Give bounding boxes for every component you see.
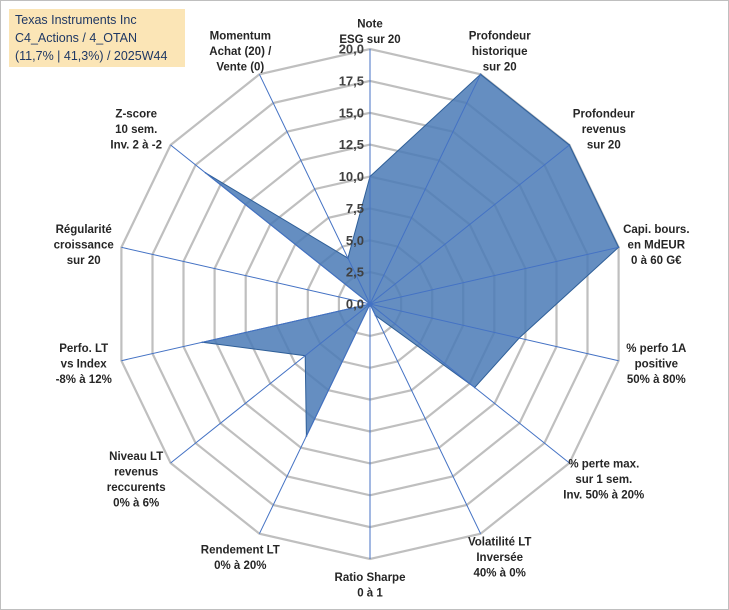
axis-spoke-13 bbox=[258, 74, 371, 305]
axis-label-8-line-1: 0% à 20% bbox=[214, 560, 266, 572]
axis-label-13: Momentum Achat (20) / Vente (0) bbox=[209, 30, 272, 73]
axis-label-10-line-1: vs Index bbox=[61, 358, 108, 370]
axis-label-4-line-1: positive bbox=[635, 358, 678, 370]
axis-spoke-11 bbox=[121, 246, 371, 305]
axis-spoke-3 bbox=[369, 246, 619, 305]
axis-spoke-8 bbox=[258, 303, 371, 534]
axis-label-5: % perte max. sur 1 sem. Inv. 50% à 20% bbox=[563, 459, 644, 502]
chart-title-box: Texas Instruments Inc C4_Actions / 4_OTA… bbox=[9, 9, 185, 67]
axis-label-9: Niveau LT revenus reccurents 0% à 6% bbox=[107, 451, 166, 510]
axis-label-3-line-0: Capi. bours. bbox=[623, 224, 689, 236]
title-line-stats: (11,7% | 41,3%) / 2025W44 bbox=[15, 49, 168, 63]
axis-label-2-line-2: sur 20 bbox=[587, 139, 621, 151]
tick-label-1: 2,5 bbox=[346, 265, 364, 280]
axis-label-5-line-0: % perte max. bbox=[568, 459, 639, 471]
radar-series bbox=[201, 73, 620, 437]
series-area-0 bbox=[202, 73, 620, 437]
axis-label-12: Z-score 10 sem. Inv. 2 à -2 bbox=[110, 108, 162, 151]
axis-label-10-line-2: -8% à 12% bbox=[56, 374, 112, 386]
axis-label-6-line-0: Volatilité LT bbox=[468, 537, 531, 549]
axis-label-1-line-0: Profondeur bbox=[469, 30, 531, 42]
axis-label-2: Profondeur revenus sur 20 bbox=[573, 108, 635, 151]
axis-label-3-line-2: 0 à 60 G€ bbox=[631, 255, 682, 267]
tick-label-8: 20,0 bbox=[339, 42, 364, 57]
axis-label-6: Volatilité LT Inversée 40% à 0% bbox=[468, 537, 531, 580]
axis-label-8-line-0: Rendement LT bbox=[201, 544, 280, 556]
radar-ticks: 0,0 2,5 5,0 7,5 10,0 12,5 15,0 17,5 20,0 bbox=[339, 42, 364, 312]
axis-label-4: % perfo 1A positive 50% à 80% bbox=[626, 343, 686, 386]
tick-label-0: 0,0 bbox=[346, 297, 364, 312]
axis-spoke-12 bbox=[170, 144, 371, 305]
axis-label-11-line-0: Régularité bbox=[56, 224, 112, 236]
axis-label-7-line-0: Ratio Sharpe bbox=[335, 572, 406, 584]
tick-label-3: 7,5 bbox=[346, 201, 364, 216]
title-line-company: Texas Instruments Inc bbox=[15, 13, 137, 27]
radar-axis-labels: Note ESG sur 20 Profondeur historique sur 20… bbox=[54, 19, 690, 600]
tick-label-4: 10,0 bbox=[339, 169, 364, 184]
axis-label-11-line-2: sur 20 bbox=[67, 255, 101, 267]
axis-spoke-4 bbox=[369, 303, 619, 362]
title-line-category: C4_Actions / 4_OTAN bbox=[15, 31, 138, 45]
axis-label-6-line-2: 40% à 0% bbox=[473, 568, 525, 580]
axis-label-7-line-1: 0 à 1 bbox=[357, 588, 383, 600]
axis-label-2-line-1: revenus bbox=[582, 124, 626, 136]
axis-label-12-line-2: Inv. 2 à -2 bbox=[110, 139, 162, 151]
axis-label-4-line-0: % perfo 1A bbox=[626, 343, 686, 355]
axis-spoke-1 bbox=[369, 74, 482, 305]
axis-label-1-line-1: historique bbox=[472, 46, 528, 58]
axis-spoke-10 bbox=[121, 303, 371, 362]
axis-label-7: Ratio Sharpe 0 à 1 bbox=[335, 572, 406, 600]
tick-label-5: 12,5 bbox=[339, 137, 364, 152]
axis-label-12-line-0: Z-score bbox=[115, 108, 157, 120]
axis-label-9-line-1: revenus bbox=[114, 467, 158, 479]
axis-label-5-line-2: Inv. 50% à 20% bbox=[563, 490, 644, 502]
axis-label-3: Capi. bours. en MdEUR 0 à 60 G€ bbox=[623, 224, 689, 267]
axis-label-11: Régularité croissance sur 20 bbox=[54, 224, 114, 267]
axis-spoke-9 bbox=[170, 303, 371, 464]
axis-spoke-5 bbox=[369, 303, 570, 464]
axis-label-9-line-3: 0% à 6% bbox=[113, 498, 159, 510]
axis-label-13-line-1: Achat (20) / bbox=[209, 46, 272, 58]
axis-spoke-2 bbox=[369, 144, 570, 305]
axis-label-8: Rendement LT 0% à 20% bbox=[201, 544, 280, 572]
radar-axes bbox=[121, 49, 619, 559]
axis-label-1: Profondeur historique sur 20 bbox=[469, 30, 531, 73]
axis-label-12-line-1: 10 sem. bbox=[115, 124, 157, 136]
axis-label-10: Perfo. LT vs Index -8% à 12% bbox=[56, 343, 112, 386]
axis-label-1-line-2: sur 20 bbox=[483, 61, 517, 73]
tick-label-2: 5,0 bbox=[346, 233, 364, 248]
axis-label-10-line-0: Perfo. LT bbox=[59, 343, 108, 355]
axis-label-0: Note ESG sur 20 bbox=[339, 19, 400, 47]
axis-label-4-line-2: 50% à 80% bbox=[627, 374, 686, 386]
axis-label-2-line-0: Profondeur bbox=[573, 108, 635, 120]
axis-label-3-line-1: en MdEUR bbox=[628, 240, 686, 252]
axis-label-9-line-2: reccurents bbox=[107, 482, 166, 494]
axis-label-6-line-1: Inversée bbox=[476, 552, 523, 564]
axis-label-9-line-0: Niveau LT bbox=[109, 451, 163, 463]
axis-label-13-line-0: Momentum bbox=[210, 30, 271, 42]
tick-label-7: 17,5 bbox=[339, 73, 364, 88]
tick-label-6: 15,0 bbox=[339, 105, 364, 120]
axis-label-5-line-1: sur 1 sem. bbox=[575, 474, 632, 486]
axis-label-0-line-1: ESG sur 20 bbox=[339, 34, 400, 46]
axis-label-11-line-1: croissance bbox=[54, 240, 114, 252]
axis-label-13-line-2: Vente (0) bbox=[216, 61, 264, 73]
axis-label-0-line-0: Note bbox=[357, 19, 383, 31]
axis-spoke-6 bbox=[369, 303, 482, 534]
